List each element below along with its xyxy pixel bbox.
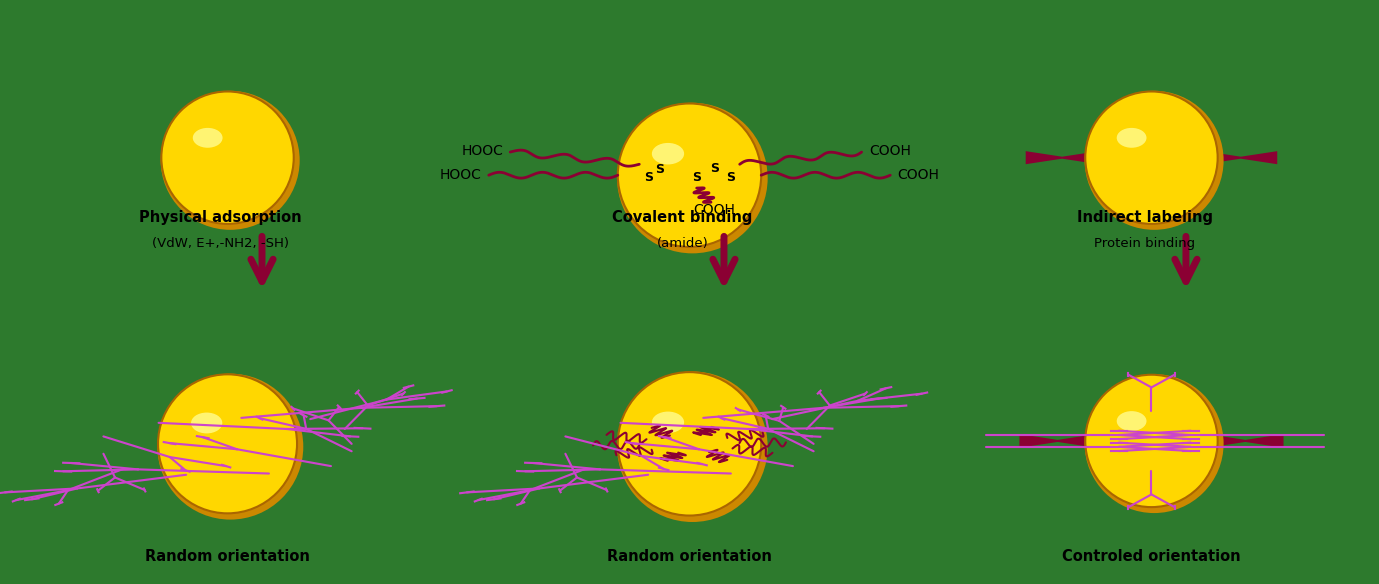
Polygon shape (1019, 434, 1096, 448)
Text: S: S (655, 162, 663, 176)
Ellipse shape (618, 103, 761, 247)
Ellipse shape (192, 412, 222, 433)
Text: Indirect labeling: Indirect labeling (1077, 210, 1212, 225)
Polygon shape (1116, 135, 1187, 148)
Ellipse shape (1117, 128, 1146, 148)
Ellipse shape (161, 92, 294, 224)
Text: Protein binding: Protein binding (1094, 237, 1196, 249)
Polygon shape (1026, 151, 1099, 164)
Text: COOH: COOH (694, 203, 735, 217)
Ellipse shape (1085, 91, 1223, 230)
Ellipse shape (616, 103, 768, 253)
Text: COOH: COOH (898, 168, 939, 182)
Text: S: S (692, 171, 701, 184)
Polygon shape (1113, 451, 1190, 465)
Text: Physical adsorption: Physical adsorption (139, 210, 302, 225)
Ellipse shape (652, 412, 684, 433)
Polygon shape (1204, 151, 1277, 164)
Polygon shape (1113, 417, 1190, 431)
Text: COOH: COOH (869, 144, 910, 158)
Ellipse shape (157, 374, 303, 520)
Text: Random orientation: Random orientation (145, 548, 310, 564)
Ellipse shape (1085, 375, 1218, 507)
Text: Random orientation: Random orientation (607, 548, 772, 564)
Ellipse shape (1085, 92, 1218, 224)
Text: HOOC: HOOC (440, 168, 481, 182)
Text: S: S (710, 162, 718, 175)
Ellipse shape (161, 91, 299, 230)
Text: Controled orientation: Controled orientation (1062, 548, 1241, 564)
Text: Covalent binding: Covalent binding (612, 210, 753, 225)
Ellipse shape (193, 128, 222, 148)
Polygon shape (1116, 167, 1187, 180)
Ellipse shape (618, 372, 761, 516)
Text: (amide): (amide) (656, 237, 709, 249)
Ellipse shape (1117, 411, 1146, 431)
Polygon shape (1207, 434, 1284, 448)
Text: S: S (644, 171, 652, 184)
Ellipse shape (616, 371, 768, 522)
Text: S: S (727, 171, 735, 184)
Text: (VdW, E+,-NH2, -SH): (VdW, E+,-NH2, -SH) (152, 237, 290, 249)
Ellipse shape (159, 374, 296, 513)
Ellipse shape (652, 143, 684, 165)
Ellipse shape (1085, 374, 1223, 513)
Text: HOOC: HOOC (461, 144, 503, 158)
